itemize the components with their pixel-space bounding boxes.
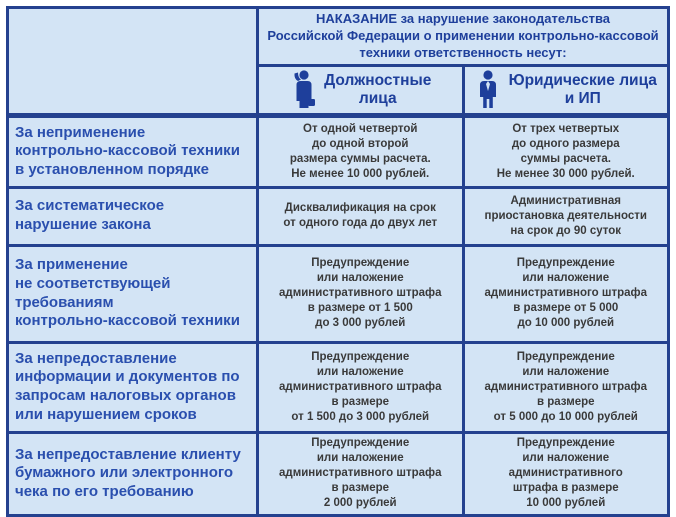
legal-penalty-cell: От трех четвертых до одного размера сумм… [461, 112, 670, 189]
table-row: За систематическое нарушение закона Диск… [6, 185, 670, 247]
legal-penalty-cell: Предупреждение или наложение администрат… [461, 243, 670, 344]
column-header-legal-entities-label: Юридические лица и ИП [508, 71, 657, 107]
table-row: За неприменение контрольно-кассовой техн… [6, 112, 670, 189]
officials-penalty-cell: Дисквалификация на срок от одного года д… [256, 185, 465, 247]
empty-corner-cell [6, 6, 259, 117]
column-header-officials-label: Должностные лица [324, 71, 432, 107]
legal-penalty-cell: Предупреждение или наложение администрат… [461, 340, 670, 434]
table-row: За применение не соответствующей требова… [6, 243, 670, 344]
official-person-icon [289, 70, 316, 109]
legal-entity-person-icon [475, 70, 501, 109]
officials-penalty-cell: Предупреждение или наложение администрат… [256, 430, 465, 517]
violation-cell: За применение не соответствующей требова… [6, 243, 259, 344]
table-row: За непредоставление информации и докумен… [6, 340, 670, 434]
table-row: За непредоставление клиенту бумажного ил… [6, 430, 670, 517]
column-header-officials: Должностные лица [256, 63, 465, 117]
legal-penalty-cell: Административная приостановка деятельнос… [461, 185, 670, 247]
violation-cell: За систематическое нарушение закона [6, 185, 259, 247]
violation-cell: За непредоставление информации и докумен… [6, 340, 259, 434]
violation-cell: За непредоставление клиенту бумажного ил… [6, 430, 259, 517]
violation-cell: За неприменение контрольно-кассовой техн… [6, 112, 259, 189]
penalty-table: НАКАЗАНИЕ за нарушение законодательства … [6, 6, 670, 517]
officials-penalty-cell: Предупреждение или наложение администрат… [256, 243, 465, 344]
officials-penalty-cell: Предупреждение или наложение администрат… [256, 340, 465, 434]
officials-penalty-cell: От одной четвертой до одной второй разме… [256, 112, 465, 189]
legal-penalty-cell: Предупреждение или наложение администрат… [461, 430, 670, 517]
table-title: НАКАЗАНИЕ за нарушение законодательства … [256, 6, 670, 67]
column-header-legal-entities: Юридические лица и ИП [461, 63, 670, 117]
